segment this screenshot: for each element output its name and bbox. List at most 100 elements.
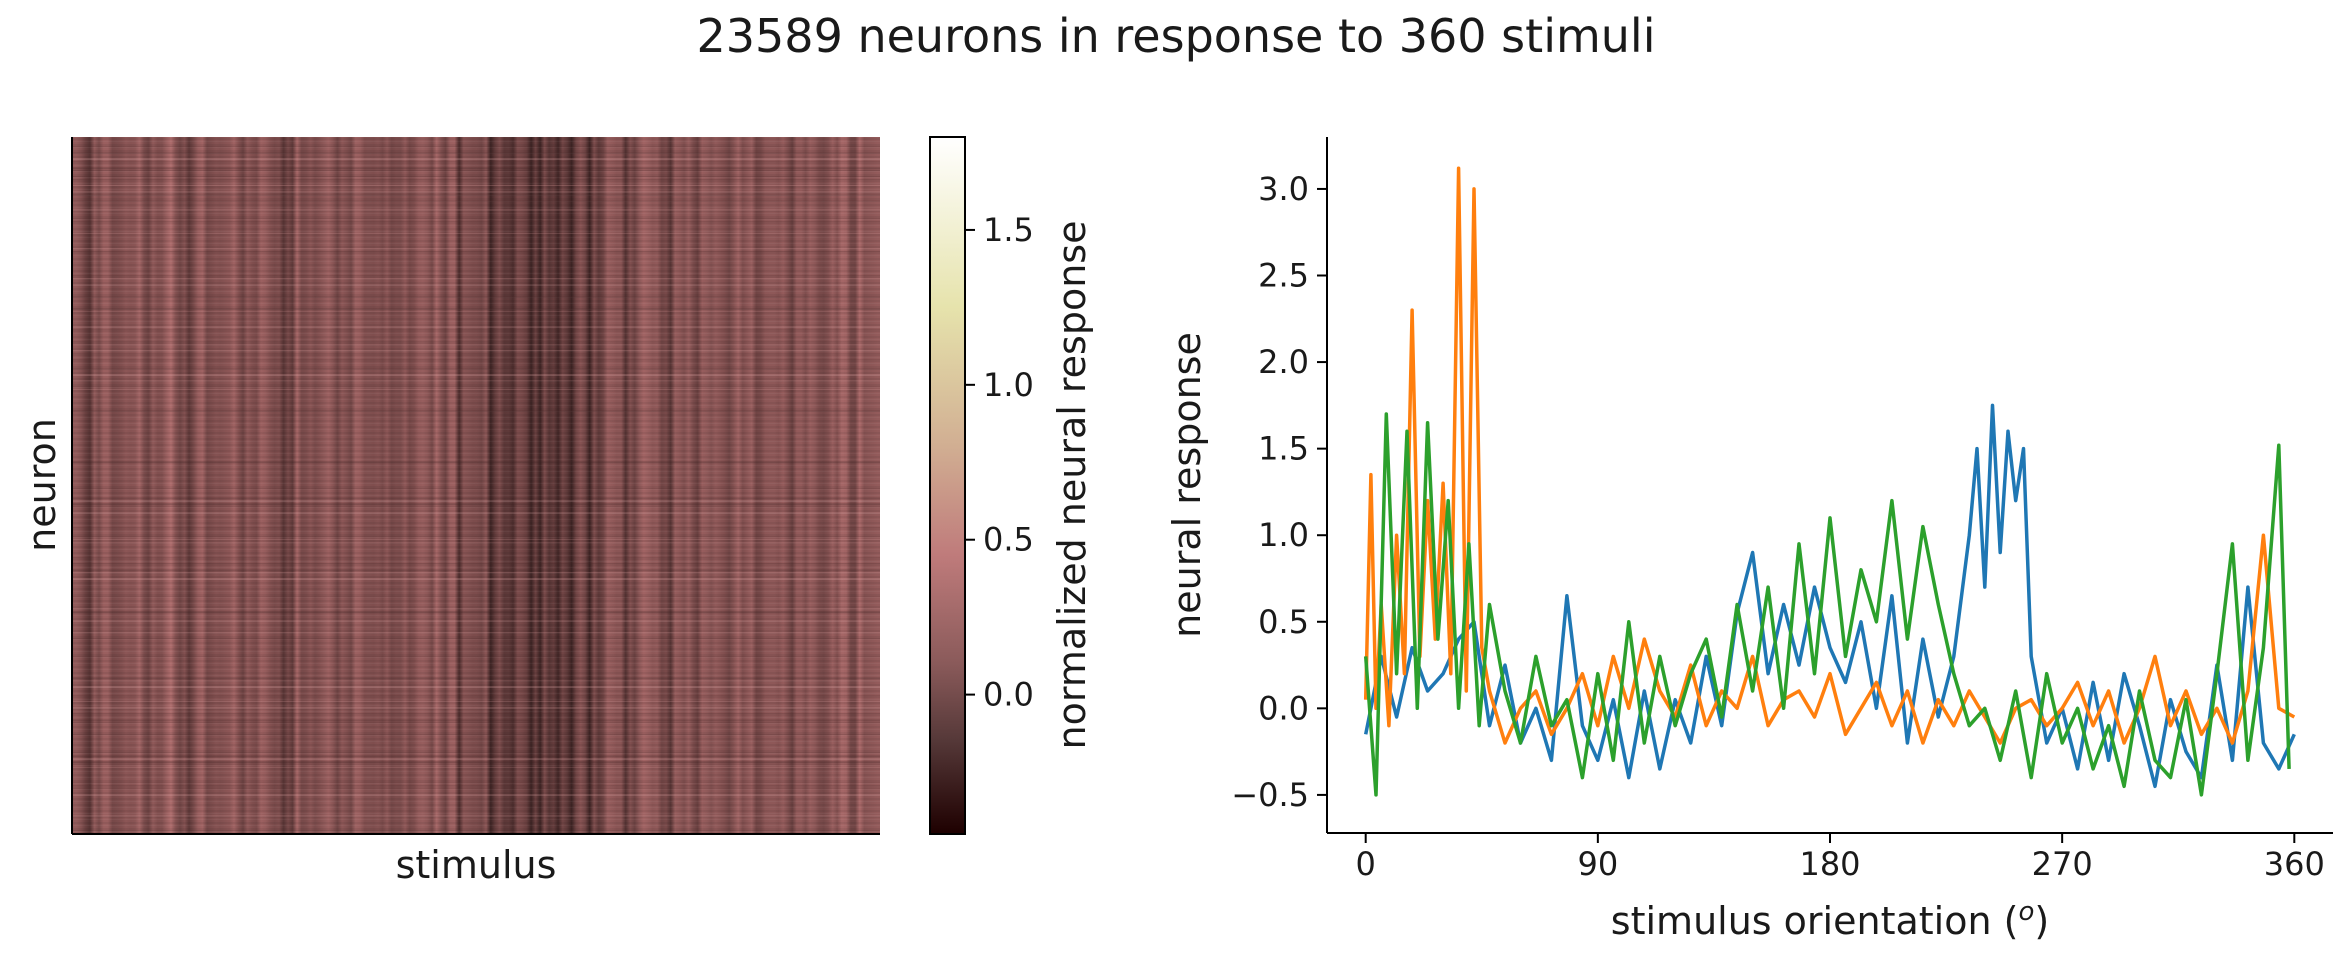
colorbar-tick-label: 1.5 bbox=[983, 211, 1034, 249]
heatmap-neuron-row bbox=[72, 536, 880, 537]
heatmap-neuron-row bbox=[72, 542, 880, 543]
line-chart-x-ticks: 0 90 180 270 360 bbox=[1356, 833, 2325, 883]
heatmap-neuron-row bbox=[72, 410, 880, 412]
heatmap-neuron-row bbox=[72, 248, 880, 249]
heatmap-neuron-row bbox=[72, 713, 880, 714]
heatmap-neuron-row bbox=[72, 251, 880, 252]
heatmap-neuron-row bbox=[72, 176, 880, 177]
heatmap-neuron-row bbox=[72, 830, 880, 831]
colorbar-ticks: 0.0 0.5 1.0 1.5 bbox=[965, 211, 1034, 714]
heatmap-neuron-row bbox=[72, 380, 880, 381]
heatmap-neuron-row bbox=[72, 785, 880, 786]
heatmap-neuron-row bbox=[72, 389, 880, 390]
heatmap-neuron-row bbox=[72, 578, 880, 580]
heatmap-neuron-row bbox=[72, 761, 880, 763]
heatmap-neuron-row bbox=[72, 350, 880, 351]
line-chart-x-axis-label: stimulus orientation (o) bbox=[1611, 897, 2049, 943]
y-tick-label: 0.5 bbox=[1258, 603, 1309, 641]
heatmap-neuron-row bbox=[72, 707, 880, 709]
heatmap-neuron-row bbox=[72, 341, 880, 342]
heatmap-neuron-row bbox=[72, 815, 880, 817]
colorbar: 0.0 0.5 1.0 1.5 normalized neural response bbox=[929, 136, 1094, 835]
heatmap-neuron-row bbox=[72, 353, 880, 354]
heatmap-x-axis-label: stimulus bbox=[396, 843, 557, 887]
heatmap-neuron-row bbox=[72, 233, 880, 234]
heatmap-neuron-row bbox=[72, 794, 880, 796]
heatmap-neuron-row bbox=[72, 755, 880, 757]
heatmap-neuron-row bbox=[72, 512, 880, 514]
x-tick-label: 180 bbox=[1799, 845, 1860, 883]
line-series-group bbox=[1363, 166, 2296, 797]
heatmap-neuron-row bbox=[72, 539, 880, 540]
heatmap-neuron-row bbox=[72, 506, 880, 507]
heatmap-neuron-row bbox=[72, 329, 880, 330]
colorbar-gradient bbox=[929, 136, 966, 835]
colorbar-label: normalized neural response bbox=[1050, 221, 1094, 750]
heatmap-neuron-row bbox=[72, 632, 880, 633]
heatmap-neuron-row bbox=[72, 752, 880, 753]
heatmap-neuron-row bbox=[72, 461, 880, 463]
heatmap-neuron-row bbox=[72, 608, 880, 609]
heatmap-neuron-row bbox=[72, 782, 880, 783]
heatmap-neuron-row bbox=[72, 767, 880, 768]
line-chart-y-axis-label: neural response bbox=[1165, 332, 1209, 638]
y-tick-label: 1.0 bbox=[1258, 516, 1309, 554]
heatmap-neuron-row bbox=[72, 167, 880, 169]
heatmap-neuron-row bbox=[72, 572, 880, 573]
x-tick-label: 360 bbox=[2264, 845, 2325, 883]
figure-title: 23589 neurons in response to 360 stimuli bbox=[697, 9, 1656, 63]
heatmap-neuron-row bbox=[72, 488, 880, 489]
heatmap-neuron-row bbox=[72, 158, 880, 160]
heatmap-neuron-row bbox=[72, 611, 880, 613]
colorbar-tick-label: 0.0 bbox=[983, 676, 1034, 714]
heatmap-row-texture bbox=[72, 137, 880, 834]
heatmap-neuron-row bbox=[72, 374, 880, 376]
line-chart-y-ticks: −0.5 0.0 0.5 1.0 1.5 2.0 2.5 3.0 bbox=[1231, 170, 1327, 814]
heatmap-neuron-row bbox=[72, 284, 880, 286]
colorbar-tick-label: 1.0 bbox=[983, 366, 1034, 404]
series-line-1 bbox=[1363, 403, 2296, 789]
heatmap-neuron-row bbox=[72, 503, 880, 505]
colorbar-tick-label: 0.5 bbox=[983, 521, 1034, 559]
x-tick-label: 90 bbox=[1577, 845, 1618, 883]
heatmap-neuron-row bbox=[72, 563, 880, 564]
heatmap-panel: stimulus neuron bbox=[20, 137, 880, 887]
heatmap-neuron-row bbox=[72, 758, 880, 760]
heatmap-neuron-row bbox=[72, 221, 880, 222]
series-line-2 bbox=[1363, 166, 2296, 745]
y-tick-label: −0.5 bbox=[1231, 776, 1309, 814]
heatmap-neuron-row bbox=[72, 680, 880, 681]
heatmap-y-axis-label: neuron bbox=[20, 418, 64, 552]
heatmap-neuron-row bbox=[72, 191, 880, 193]
y-tick-label: 2.5 bbox=[1258, 257, 1309, 295]
heatmap-neuron-row bbox=[72, 194, 880, 196]
heatmap-neuron-row bbox=[72, 152, 880, 154]
heatmap-neuron-row bbox=[72, 638, 880, 639]
y-tick-label: 0.0 bbox=[1258, 689, 1309, 727]
heatmap-neuron-row bbox=[72, 596, 880, 597]
heatmap-neuron-row bbox=[72, 695, 880, 696]
heatmap-neuron-row bbox=[72, 500, 880, 502]
x-tick-label: 0 bbox=[1356, 845, 1376, 883]
heatmap-neuron-row bbox=[72, 764, 880, 765]
y-tick-label: 3.0 bbox=[1258, 170, 1309, 208]
heatmap-neuron-row bbox=[72, 734, 880, 735]
heatmap-neuron-row bbox=[72, 620, 880, 622]
heatmap-neuron-row bbox=[72, 170, 880, 171]
heatmap-neuron-row bbox=[72, 359, 880, 360]
heatmap-neuron-row bbox=[72, 701, 880, 702]
series-line-3 bbox=[1363, 412, 2291, 797]
y-tick-label: 2.0 bbox=[1258, 343, 1309, 381]
heatmap-neuron-row bbox=[72, 161, 880, 162]
heatmap-neuron-row bbox=[72, 656, 880, 657]
heatmap-neuron-row bbox=[72, 722, 880, 723]
heatmap-neuron-row bbox=[72, 497, 880, 499]
heatmap-neuron-row bbox=[72, 677, 880, 679]
heatmap-neuron-row bbox=[72, 527, 880, 528]
heatmap-neuron-row bbox=[72, 569, 880, 571]
x-tick-label: 270 bbox=[2032, 845, 2093, 883]
y-tick-label: 1.5 bbox=[1258, 430, 1309, 468]
heatmap-neuron-row bbox=[72, 209, 880, 211]
heatmap-neuron-row bbox=[72, 278, 880, 279]
